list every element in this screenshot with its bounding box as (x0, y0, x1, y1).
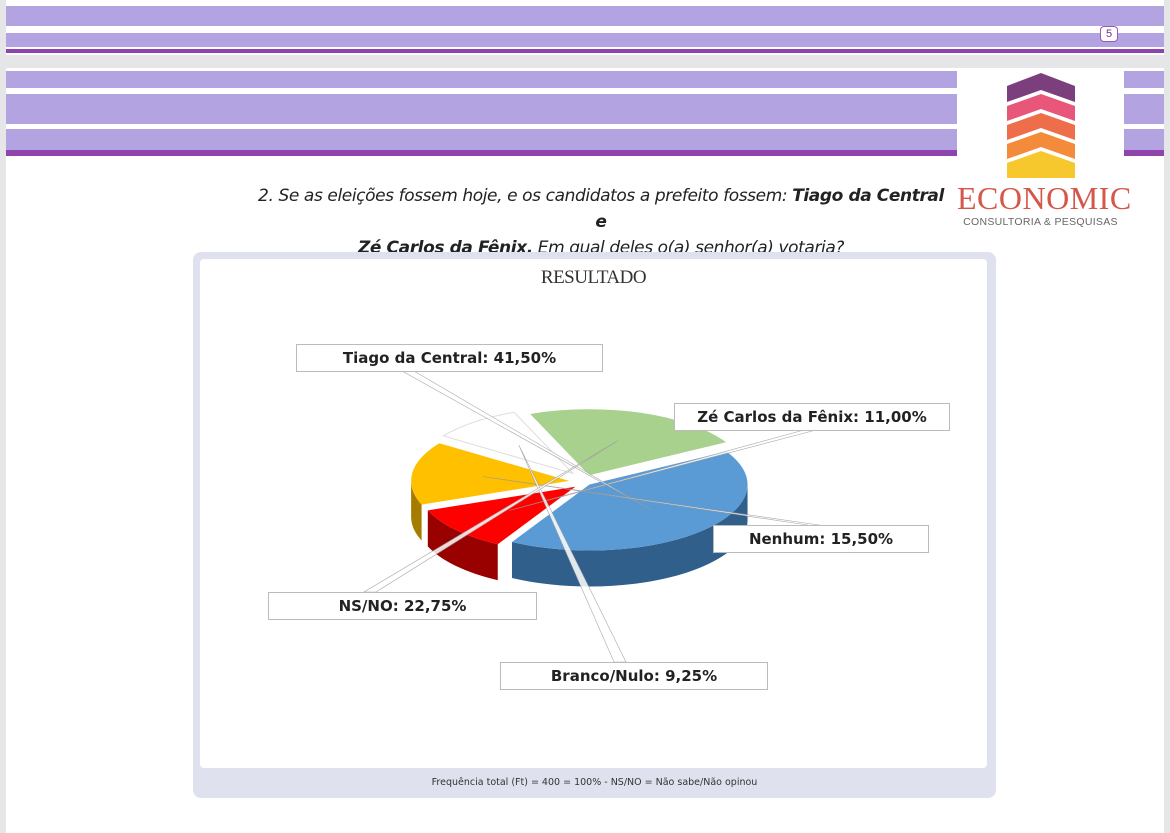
candidate-names-1: Tiago da Central e (595, 186, 944, 232)
survey-question: 2. Se as eleições fossem hoje, e os cand… (256, 183, 946, 261)
data-label: NS/NO: 22,75% (268, 592, 537, 620)
header-stripe (6, 129, 1164, 151)
pie-slice (427, 486, 576, 545)
previous-page-strip: 5 (6, 0, 1164, 55)
chart-title: RESULTADO (540, 267, 647, 288)
header-stripe (6, 49, 1164, 53)
chart-area: RESULTADO Tiago da Central: 41,50% Zé Car… (200, 259, 987, 768)
pie-slice-side (411, 480, 422, 541)
pie-slice (511, 451, 748, 551)
logo-wordmark: ECONOMIC (957, 180, 1132, 216)
logo-chevrons-icon (1007, 73, 1075, 178)
pie-chart (362, 370, 827, 663)
chart-footnote: Frequência total (Ft) = 400 = 100% - NS/… (431, 777, 758, 788)
chart-frame: RESULTADO Tiago da Central: 41,50% Zé Car… (193, 252, 996, 798)
logo-subtitle: CONSULTORIA & PESQUISAS (963, 216, 1118, 228)
header-stripe (6, 33, 1164, 47)
pie-slice-side (427, 510, 498, 581)
economic-logo: ECONOMIC CONSULTORIA & PESQUISAS (957, 68, 1132, 240)
data-label: Tiago da Central: 41,50% (296, 344, 603, 372)
page-number-badge: 5 (1100, 26, 1118, 42)
data-label: Zé Carlos da Fênix: 11,00% (674, 403, 950, 431)
header-stripe (6, 6, 1164, 26)
header-stripe (6, 71, 1164, 88)
header-stripe (6, 150, 1164, 156)
data-label: Nenhum: 15,50% (713, 525, 929, 553)
question-prefix: 2. Se as eleições fossem hoje, e os cand… (258, 186, 793, 206)
pie-slice (411, 443, 570, 505)
slide-page: ECONOMIC CONSULTORIA & PESQUISAS 2. Se a… (6, 68, 1164, 833)
data-label: Branco/Nulo: 9,25% (500, 662, 768, 690)
pie-slice (442, 411, 575, 475)
